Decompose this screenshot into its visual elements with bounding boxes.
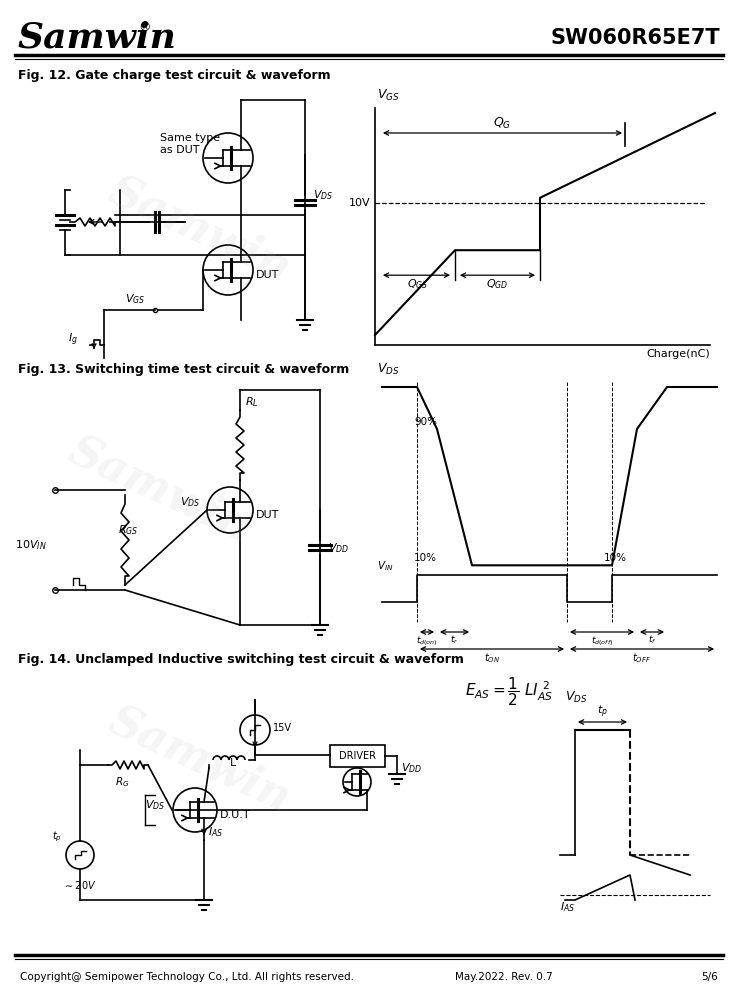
Text: 15V: 15V bbox=[273, 723, 292, 733]
Text: $R_{GS}$: $R_{GS}$ bbox=[118, 523, 139, 537]
Text: Fig. 14. Unclamped Inductive switching test circuit & waveform: Fig. 14. Unclamped Inductive switching t… bbox=[18, 654, 464, 666]
Text: 90%: 90% bbox=[414, 417, 437, 427]
Text: Samwin: Samwin bbox=[18, 21, 177, 55]
Text: $\sim 20V$: $\sim 20V$ bbox=[63, 879, 97, 891]
Text: Fig. 12. Gate charge test circuit & waveform: Fig. 12. Gate charge test circuit & wave… bbox=[18, 70, 331, 83]
Text: $E_{AS}=\dfrac{1}{2}\ LI_{AS}^{\ 2}$: $E_{AS}=\dfrac{1}{2}\ LI_{AS}^{\ 2}$ bbox=[465, 675, 554, 708]
Text: $V_{DS}$: $V_{DS}$ bbox=[377, 362, 399, 377]
Text: $V_{GS}$: $V_{GS}$ bbox=[125, 292, 145, 306]
Text: $I_{AS}$: $I_{AS}$ bbox=[208, 825, 224, 839]
Text: $V_{IN}$: $V_{IN}$ bbox=[377, 559, 393, 573]
Text: $Q_{GD}$: $Q_{GD}$ bbox=[486, 277, 508, 291]
Text: $R_L$: $R_L$ bbox=[245, 395, 258, 409]
Text: Samwin: Samwin bbox=[103, 699, 297, 821]
Text: as DUT: as DUT bbox=[160, 145, 199, 155]
Text: Same type: Same type bbox=[160, 133, 220, 143]
Text: Samwin: Samwin bbox=[62, 429, 258, 551]
Text: Charge(nC): Charge(nC) bbox=[646, 349, 710, 359]
Text: $t_{ON}$: $t_{ON}$ bbox=[484, 651, 500, 665]
Text: $t_r$: $t_r$ bbox=[450, 634, 459, 647]
Text: $t_{d(on)}$: $t_{d(on)}$ bbox=[416, 634, 438, 648]
Text: SW060R65E7T: SW060R65E7T bbox=[551, 28, 720, 48]
Text: $V_{DS}$: $V_{DS}$ bbox=[145, 798, 165, 812]
Text: Samwin: Samwin bbox=[103, 169, 297, 291]
Text: DUT: DUT bbox=[256, 510, 280, 520]
Text: $V_{DS}$: $V_{DS}$ bbox=[313, 188, 334, 202]
Text: $V_{GS}$: $V_{GS}$ bbox=[377, 88, 399, 103]
Text: DUT: DUT bbox=[256, 270, 280, 280]
Text: Copyright@ Semipower Technology Co., Ltd. All rights reserved.: Copyright@ Semipower Technology Co., Ltd… bbox=[20, 972, 354, 982]
Text: May.2022. Rev. 0.7: May.2022. Rev. 0.7 bbox=[455, 972, 553, 982]
Text: 10%: 10% bbox=[414, 553, 437, 563]
Text: $I_g$: $I_g$ bbox=[68, 332, 78, 348]
Text: Fig. 13. Switching time test circuit & waveform: Fig. 13. Switching time test circuit & w… bbox=[18, 363, 349, 376]
Text: $10V_{IN}$: $10V_{IN}$ bbox=[15, 538, 47, 552]
Text: $t_{OFF}$: $t_{OFF}$ bbox=[632, 651, 652, 665]
Text: $Q_G$: $Q_G$ bbox=[494, 116, 511, 131]
Text: $V_{DD}$: $V_{DD}$ bbox=[328, 541, 349, 555]
Text: $I_{AS}$: $I_{AS}$ bbox=[560, 900, 576, 914]
Text: 10V: 10V bbox=[348, 198, 370, 208]
Text: $V_{DS}$: $V_{DS}$ bbox=[565, 690, 587, 705]
Text: $R_G$: $R_G$ bbox=[115, 775, 129, 789]
Text: $V_{DD}$: $V_{DD}$ bbox=[401, 761, 422, 775]
Text: $t_p$: $t_p$ bbox=[52, 830, 62, 844]
Text: ®: ® bbox=[138, 21, 151, 34]
Text: 5/6: 5/6 bbox=[701, 972, 718, 982]
Bar bbox=[330, 745, 385, 767]
Text: L: L bbox=[230, 758, 236, 768]
Text: D.U.T: D.U.T bbox=[220, 810, 251, 820]
Text: 10%: 10% bbox=[604, 553, 627, 563]
Text: DRIVER: DRIVER bbox=[339, 751, 376, 761]
Text: $V_{DS}$: $V_{DS}$ bbox=[180, 495, 200, 509]
Text: $t_p$: $t_p$ bbox=[597, 704, 608, 720]
Text: $t_f$: $t_f$ bbox=[648, 634, 656, 647]
Text: $t_{d(off)}$: $t_{d(off)}$ bbox=[591, 634, 613, 648]
Text: $Q_{GS}$: $Q_{GS}$ bbox=[407, 277, 428, 291]
